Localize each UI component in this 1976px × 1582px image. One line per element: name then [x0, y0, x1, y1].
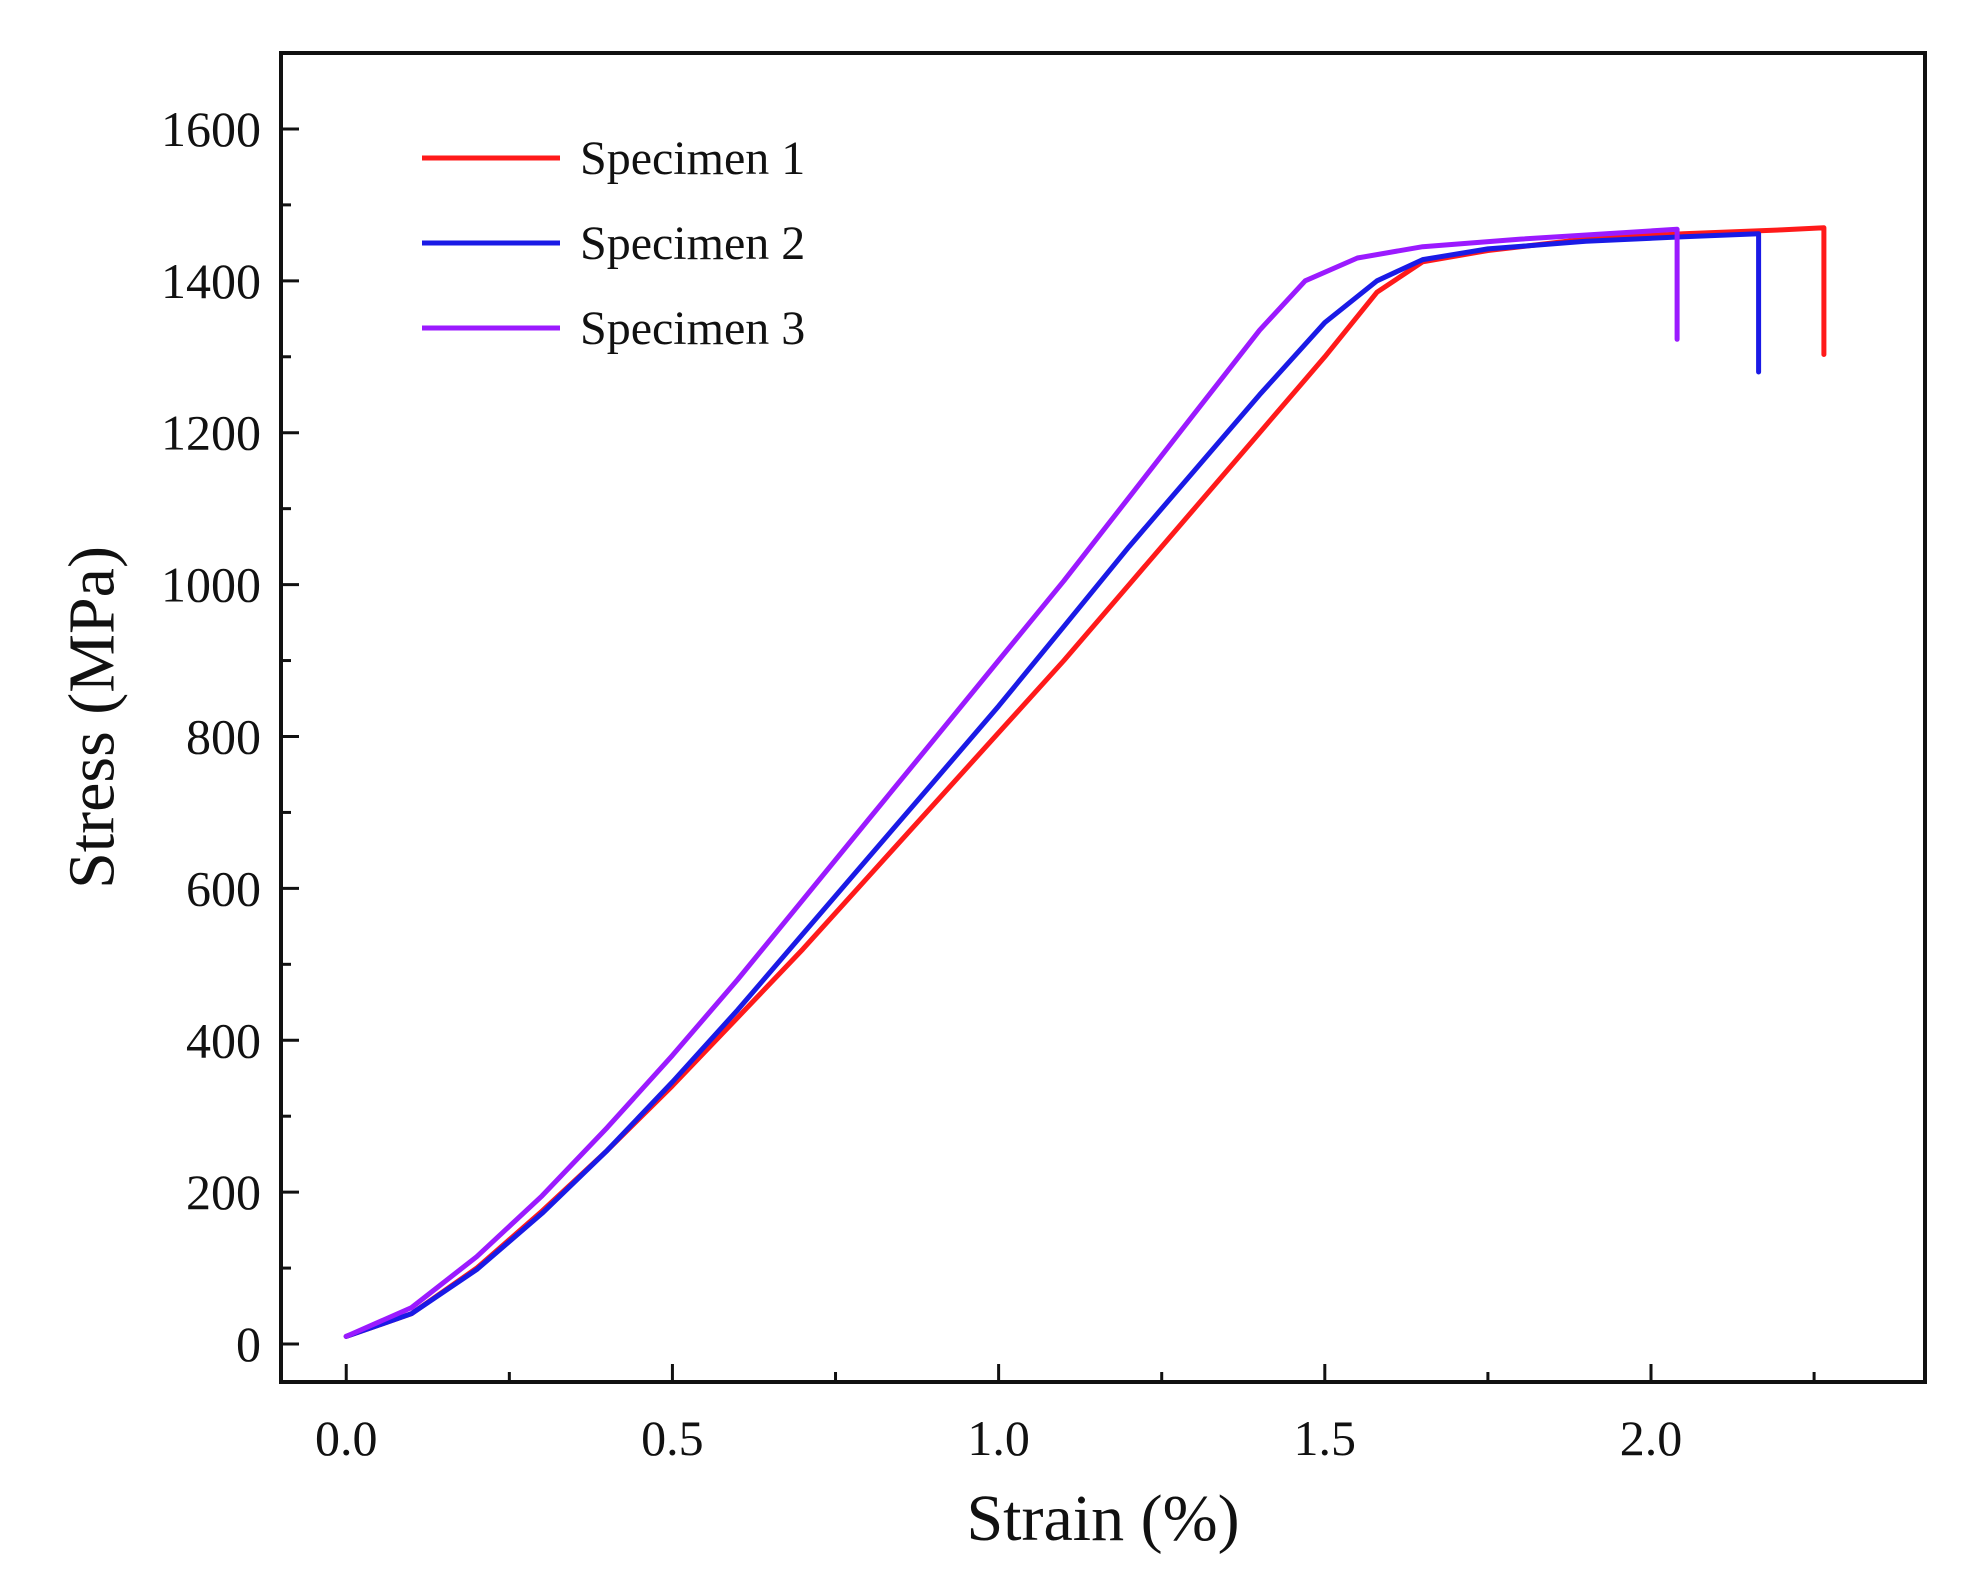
- legend-label-2: Specimen 2: [580, 217, 805, 270]
- x-tick-label: 0.5: [641, 1410, 704, 1466]
- x-tick-label: 2.0: [1620, 1410, 1683, 1466]
- x-tick-label: 0.0: [315, 1410, 378, 1466]
- series-line-3: [343, 226, 1680, 1339]
- x-tick-label: 1.0: [967, 1410, 1030, 1466]
- y-axis-label: Stress (MPa): [56, 546, 129, 889]
- y-tick-label: 1400: [161, 253, 261, 309]
- legend-layer: Specimen 1 Specimen 2 Specimen 3: [422, 132, 805, 355]
- y-tick-label: 600: [186, 860, 261, 916]
- series-layer: [343, 225, 1827, 1339]
- y-tick-label: 1000: [161, 557, 261, 613]
- plot-frame: [279, 51, 1927, 1384]
- legend-label-1: Specimen 1: [580, 132, 805, 185]
- series-line-2: [343, 231, 1762, 1339]
- x-tick-label: 1.5: [1294, 1410, 1357, 1466]
- x-axis-label: Strain (%): [966, 1482, 1239, 1555]
- legend-label-3: Specimen 3: [580, 302, 805, 355]
- y-tick-label: 800: [186, 708, 261, 764]
- y-tick-label: 1600: [161, 101, 261, 157]
- y-tick-label: 0: [236, 1316, 261, 1372]
- y-tick-label: 400: [186, 1012, 261, 1068]
- y-tick-label: 1200: [161, 405, 261, 461]
- axis-layer: 0.0 0.5 1.0 1.5 2.0 0 200 400 600 800 1000 1200 1400…: [161, 51, 1927, 1466]
- y-tick-label: 200: [186, 1164, 261, 1220]
